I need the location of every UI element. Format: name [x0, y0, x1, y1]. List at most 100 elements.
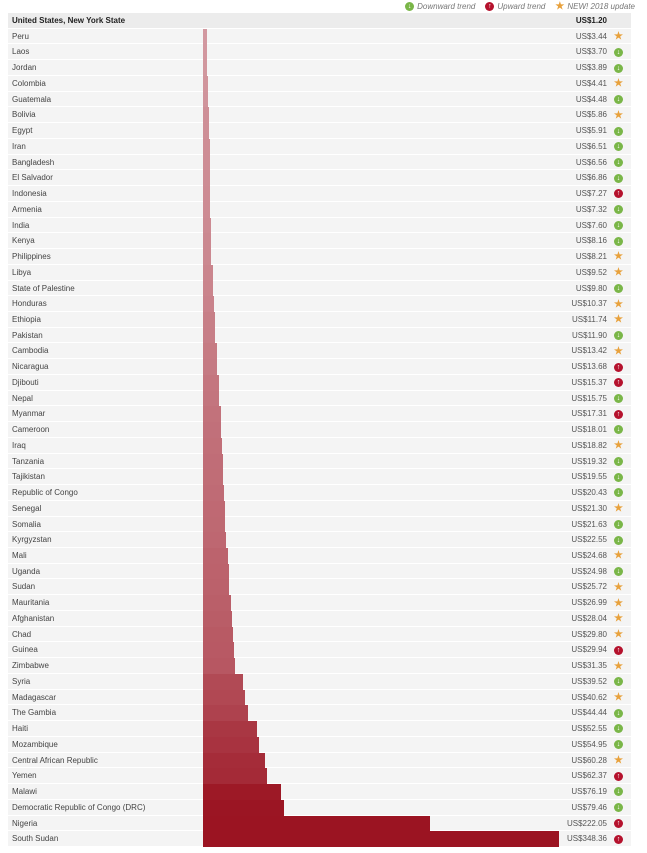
value-label: US$11.74: [572, 314, 607, 324]
chart-row: Armenia US$7.32 ↓: [8, 201, 631, 218]
category-label: El Salvador: [12, 173, 53, 183]
chart-row: Republic of Congo US$20.43 ↓: [8, 485, 631, 501]
arrow-down-circle-icon: ↓: [614, 142, 623, 152]
category-label: Laos: [12, 47, 30, 57]
category-label: Iraq: [12, 440, 26, 450]
star-icon: ★: [614, 613, 623, 625]
category-label: Guatemala: [12, 94, 52, 104]
legend-item-up: ↑ Upward trend: [485, 1, 545, 11]
bar: [203, 422, 222, 438]
chart-row: Somalia US$21.63 ↓: [8, 516, 631, 533]
category-label: Cambodia: [12, 346, 49, 356]
category-label: Pakistan: [12, 330, 43, 340]
category-label: Djibouti: [12, 377, 39, 387]
value-label: US$3.70: [575, 47, 607, 57]
category-label: Bolivia: [12, 110, 36, 120]
chart-row: Libya US$9.52 ★: [8, 264, 631, 281]
bar: [203, 390, 220, 407]
star-icon: ★: [614, 581, 623, 593]
chart-row: Bolivia US$5.86 ★: [8, 107, 631, 124]
arrow-down-circle-icon: ↓: [614, 126, 623, 136]
value-label: US$9.52: [575, 267, 607, 277]
value-label: US$52.55: [571, 724, 607, 734]
value-label: US$348.36: [566, 834, 607, 844]
bar: [203, 610, 232, 627]
category-label: Malawi: [12, 787, 37, 797]
value-label: US$15.37: [571, 377, 607, 387]
star-icon: ★: [614, 550, 623, 562]
bar: [203, 595, 231, 611]
bar: [203, 154, 210, 171]
category-label: Indonesia: [12, 189, 47, 199]
legend: ↓ Downward trend ↑ Upward trend ★ NEW! 2…: [405, 0, 635, 12]
bar: [203, 359, 217, 375]
value-label: US$40.62: [571, 692, 607, 702]
bar: [203, 123, 210, 139]
arrow-up-circle-icon: ↑: [485, 1, 495, 11]
star-icon: ★: [614, 78, 623, 90]
category-label: India: [12, 220, 30, 230]
bar: [203, 280, 213, 297]
arrow-down-circle-icon: ↓: [614, 535, 623, 545]
category-label: Chad: [12, 629, 32, 639]
chart-row: Senegal US$21.30 ★: [8, 500, 631, 517]
chart-row: Chad US$29.80 ★: [8, 626, 631, 643]
value-label: US$24.68: [571, 551, 607, 561]
category-label: Nigeria: [12, 818, 38, 828]
value-label: US$24.98: [571, 566, 607, 576]
value-label: US$7.60: [575, 220, 607, 230]
bar: [203, 75, 208, 92]
arrow-up-circle-icon: ↑: [614, 818, 623, 828]
arrow-down-circle-icon: ↓: [614, 803, 623, 813]
value-label: US$18.82: [571, 440, 607, 450]
category-label: Nicaragua: [12, 362, 49, 372]
category-label: Republic of Congo: [12, 488, 78, 498]
chart-row: Mozambique US$54.95 ↓: [8, 736, 631, 753]
category-label: Central African Republic: [12, 755, 98, 765]
bar: [203, 374, 219, 391]
star-icon: ★: [614, 660, 623, 672]
value-label: US$8.21: [575, 252, 607, 262]
chart-row: Indonesia US$7.27 ↑: [8, 186, 631, 202]
value-label: US$39.52: [571, 676, 607, 686]
bar: [203, 815, 430, 832]
value-label: US$60.28: [571, 755, 607, 765]
bar: [203, 705, 249, 722]
category-label: Jordan: [12, 63, 37, 73]
value-label: US$10.37: [571, 299, 607, 309]
value-label: US$5.91: [575, 126, 607, 136]
arrow-up-circle-icon: ↑: [614, 378, 623, 388]
bar: [203, 485, 224, 501]
arrow-up-circle-icon: ↑: [614, 362, 623, 372]
category-label: Mali: [12, 551, 27, 561]
chart-row: Kyrgyzstan US$22.55 ↓: [8, 532, 631, 549]
arrow-down-circle-icon: ↓: [614, 488, 623, 498]
bar: [203, 831, 559, 847]
category-label: Egypt: [12, 126, 33, 136]
category-label: Armenia: [12, 204, 42, 214]
chart-row: Ethiopia US$11.74 ★: [8, 311, 631, 328]
value-label: US$29.94: [571, 645, 607, 655]
value-label: US$9.80: [575, 283, 607, 293]
value-label: US$79.46: [571, 802, 607, 812]
arrow-down-circle-icon: ↓: [614, 740, 623, 750]
star-icon: ★: [614, 503, 623, 515]
arrow-down-circle-icon: ↓: [614, 157, 623, 167]
arrow-down-circle-icon: ↓: [614, 677, 623, 687]
chart-row: Iraq US$18.82 ★: [8, 437, 631, 454]
category-label: Democratic Republic of Congo (DRC): [12, 802, 146, 812]
category-label: Yemen: [12, 771, 37, 781]
value-label: US$4.41: [575, 78, 607, 88]
bar: [203, 532, 227, 549]
value-label: US$21.63: [571, 519, 607, 529]
category-label: United States, New York State: [12, 16, 126, 25]
bar: [203, 186, 211, 202]
bar: [203, 500, 225, 517]
value-label: US$21.30: [571, 503, 607, 513]
arrow-down-circle-icon: ↓: [614, 63, 623, 73]
arrow-up-circle-icon: ↑: [614, 834, 623, 844]
chart-row: India US$7.60 ↓: [8, 217, 631, 234]
arrow-up-circle-icon: ↑: [614, 189, 623, 199]
bar: [203, 548, 229, 564]
chart-row: Uganda US$24.98 ↓: [8, 563, 631, 580]
